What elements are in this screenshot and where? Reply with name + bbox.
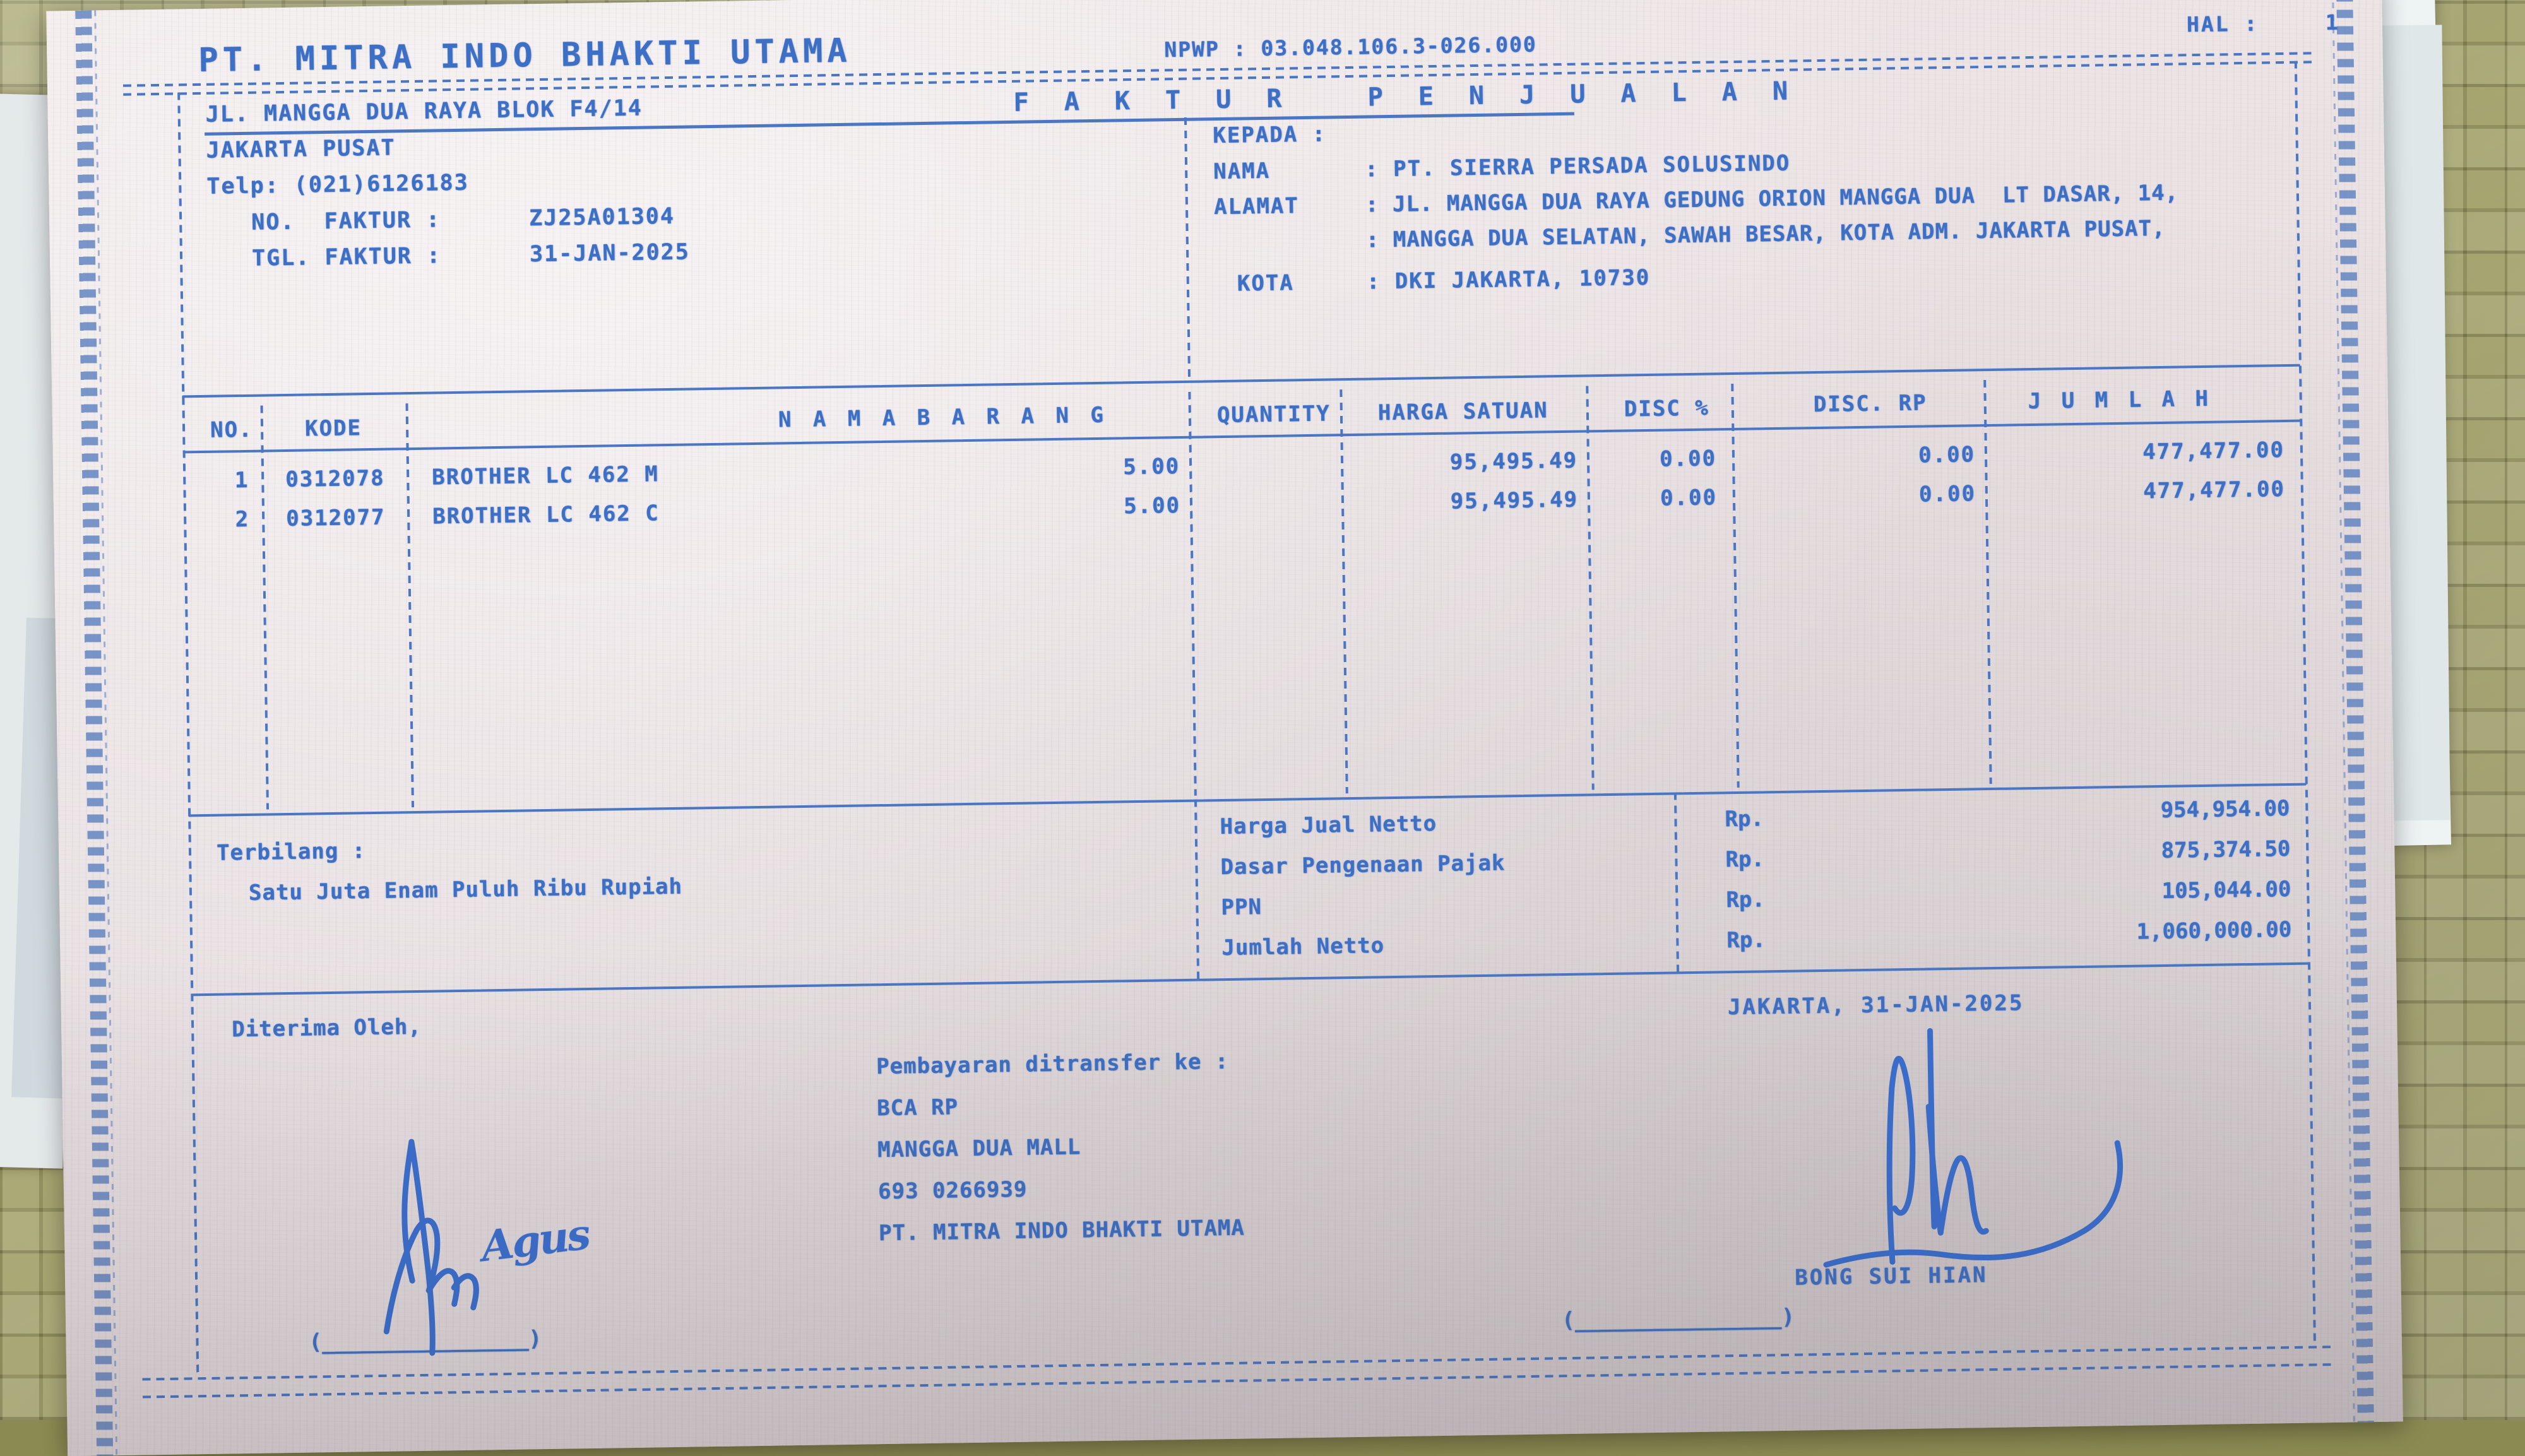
total-row-3-value: 105,044.00 xyxy=(2161,876,2291,904)
signer-signature-mark xyxy=(1823,1027,2124,1268)
col-header-disc-rp: DISC. RP xyxy=(1813,390,1927,418)
col-header-quantity: QUANTITY xyxy=(1216,401,1331,429)
payment-branch: MANGGA DUA MALL xyxy=(877,1134,1081,1163)
page-label: HAL : xyxy=(2186,11,2259,37)
npwp-number: NPWP : 03.048.106.3-026.000 xyxy=(1164,32,1537,62)
payment-bank: BCA RP xyxy=(876,1094,959,1122)
total-row-2-value: 875,374.50 xyxy=(2161,836,2291,864)
receiver-signature-name: Agus xyxy=(478,1209,591,1272)
col-divider-4 xyxy=(1340,389,1348,794)
row-1-kode: 0312078 xyxy=(285,465,385,493)
total-row-1-currency: Rp. xyxy=(1725,806,1764,832)
payment-title: Pembayaran ditransfer ke : xyxy=(876,1048,1229,1080)
row-2-jumlah: 477,477.00 xyxy=(2142,476,2286,504)
total-row-3-label: PPN xyxy=(1221,894,1262,921)
header-divider xyxy=(1184,117,1191,382)
row-2-no: 2 xyxy=(235,506,250,533)
total-row-1-value: 954,954.00 xyxy=(2160,795,2290,824)
seller-address-line1: JL. MANGGA DUA RAYA BLOK F4/14 xyxy=(205,95,643,127)
payment-account: 693 0266939 xyxy=(877,1176,1028,1205)
buyer-nama-value: : PT. SIERRA PERSADA SOLUSINDO xyxy=(1364,150,1791,182)
seller-phone: Telp: (021)6126183 xyxy=(206,170,469,199)
row-1-jumlah: 477,477.00 xyxy=(2142,437,2285,465)
invoice-paper: PT. MITRA INDO BHAKTI UTAMA NPWP : 03.04… xyxy=(46,0,2403,1456)
diterima-oleh-label: Diterima Oleh, xyxy=(231,1014,422,1043)
col-divider-6 xyxy=(1731,383,1740,788)
row-1-disc-persen: 0.00 xyxy=(1659,446,1717,472)
totals-divider-left xyxy=(1194,799,1200,980)
row-1-qty: 5.00 xyxy=(1122,454,1180,480)
col-header-kode: KODE xyxy=(304,415,362,442)
place-date: JAKARTA, 31-JAN-2025 xyxy=(1727,990,2024,1021)
buyer-alamat-label: ALAMAT xyxy=(1213,193,1300,220)
row-1-disc-rp: 0.00 xyxy=(1918,442,1976,468)
total-row-4-value: 1,060,000.00 xyxy=(2136,916,2292,945)
row-2-qty: 5.00 xyxy=(1123,493,1181,519)
invoice-number-label: NO. FAKTUR : xyxy=(251,207,441,235)
buyer-kota-value: : DKI JAKARTA, 10730 xyxy=(1366,264,1651,295)
col-header-harga: HARGA SATUAN xyxy=(1377,398,1548,426)
col-divider-1 xyxy=(260,405,270,810)
seller-address-line2: JAKARTA PUSAT xyxy=(206,135,396,163)
total-row-2-currency: Rp. xyxy=(1725,846,1765,873)
terbilang-label: Terbilang : xyxy=(216,838,366,866)
row-1-no: 1 xyxy=(234,467,249,494)
col-header-no: NO. xyxy=(210,417,253,443)
frame-bottom-2 xyxy=(142,1363,2333,1399)
frame-left xyxy=(177,92,199,1374)
row-2-disc-persen: 0.00 xyxy=(1660,485,1718,511)
receiver-signature-mark xyxy=(383,1139,479,1356)
buyer-kepada-label: KEPADA : xyxy=(1213,121,1327,149)
buyer-alamat-value-1: : JL. MANGGA DUA RAYA GEDUNG ORION MANGG… xyxy=(1365,180,2179,218)
company-name: PT. MITRA INDO BHAKTI UTAMA xyxy=(198,32,852,80)
buyer-alamat-value-2: : MANGGA DUA SELATAN, SAWAH BESAR, KOTA … xyxy=(1365,215,2166,253)
col-divider-2 xyxy=(405,403,414,808)
row-2-disc-rp: 0.00 xyxy=(1918,481,1976,507)
invoice-number-value: ZJ25A01304 xyxy=(528,203,675,232)
page-number: 1 xyxy=(2325,9,2339,35)
col-header-nama: N A M A B A R A N G xyxy=(778,402,1108,433)
blank-line-left: (________________) xyxy=(309,1326,542,1355)
total-row-2-label: Dasar Pengenaan Pajak xyxy=(1220,850,1506,880)
totals-divider-rp xyxy=(1673,792,1680,973)
col-divider-5 xyxy=(1586,386,1595,790)
col-header-jumlah: J U M L A H xyxy=(2028,386,2213,415)
row-1-nama: BROTHER LC 462 M xyxy=(431,461,660,490)
buyer-kota-label: KOTA xyxy=(1237,270,1295,297)
total-row-4-label: Jumlah Netto xyxy=(1221,933,1385,961)
total-row-1-label: Harga Jual Netto xyxy=(1220,811,1437,840)
table-header-top-rule xyxy=(182,364,2300,398)
signer-name: BONG SUI HIAN xyxy=(1795,1262,1988,1291)
payment-holder: PT. MITRA INDO BHAKTI UTAMA xyxy=(878,1215,1245,1246)
frame-right xyxy=(2294,61,2316,1342)
terbilang-value: Satu Juta Enam Puluh Ribu Rupiah xyxy=(248,873,683,906)
row-2-nama: BROTHER LC 462 C xyxy=(432,500,660,530)
col-divider-3 xyxy=(1188,391,1197,796)
invoice-date-label: TGL. FAKTUR : xyxy=(251,243,442,271)
total-row-3-currency: Rp. xyxy=(1726,887,1766,913)
buyer-nama-label: NAMA xyxy=(1213,158,1271,185)
total-row-4-currency: Rp. xyxy=(1726,927,1766,954)
document-title: F A K T U R P E N J U A L A N xyxy=(1013,76,1798,117)
blank-line-right: (________________) xyxy=(1561,1304,1795,1334)
col-divider-7 xyxy=(1983,380,1992,784)
invoice-date-value: 31-JAN-2025 xyxy=(529,239,691,268)
col-header-disc-persen: DISC % xyxy=(1624,395,1709,422)
row-2-kode: 0312077 xyxy=(285,504,386,532)
